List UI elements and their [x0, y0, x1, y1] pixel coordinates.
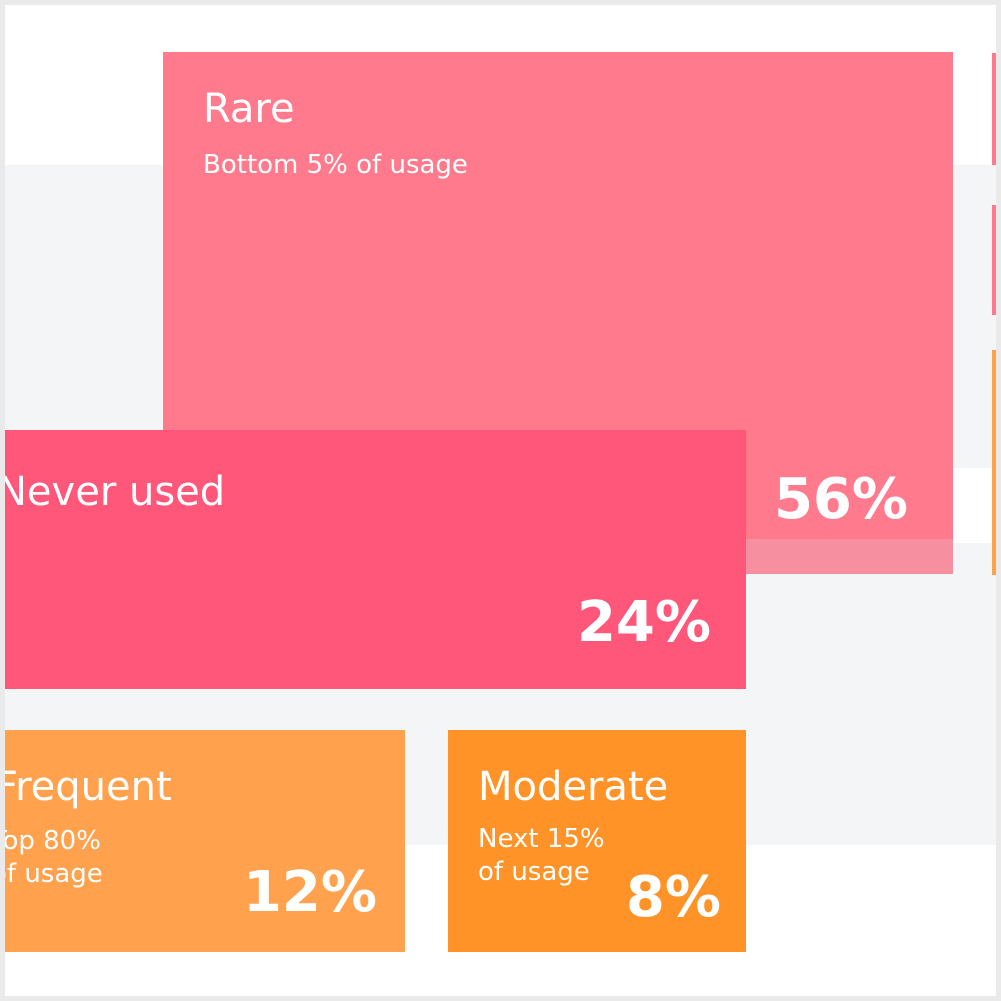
tile-frequent-description: Top 80% of usage [5, 826, 103, 889]
tile-moderate-value: 8% [625, 865, 721, 930]
tile-rare-value: 56% [773, 467, 908, 532]
tile-moderate-label: Moderate [478, 764, 669, 810]
tile-frequent-label: Frequent [5, 764, 172, 810]
tile-rare-label: Rare [203, 86, 295, 132]
edge-accent-pink [992, 53, 996, 165]
tile-rare-description: Bottom 5% of usage [203, 150, 468, 180]
tile-never-used-value: 24% [576, 590, 711, 655]
tile-never-used-label: Never used [5, 469, 226, 515]
tile-moderate-description: Next 15% of usage [478, 824, 605, 887]
tile-moderate: Moderate Next 15% of usage 8% [448, 730, 746, 952]
edge-accent-pink-lower [992, 205, 996, 315]
tile-frequent-value: 12% [242, 860, 377, 925]
rare-overlap-strip [746, 539, 953, 574]
tile-frequent: Frequent Top 80% of usage 12% [5, 730, 405, 952]
tile-never-used: Never used 24% [5, 430, 746, 689]
edge-accent-orange [992, 350, 996, 575]
